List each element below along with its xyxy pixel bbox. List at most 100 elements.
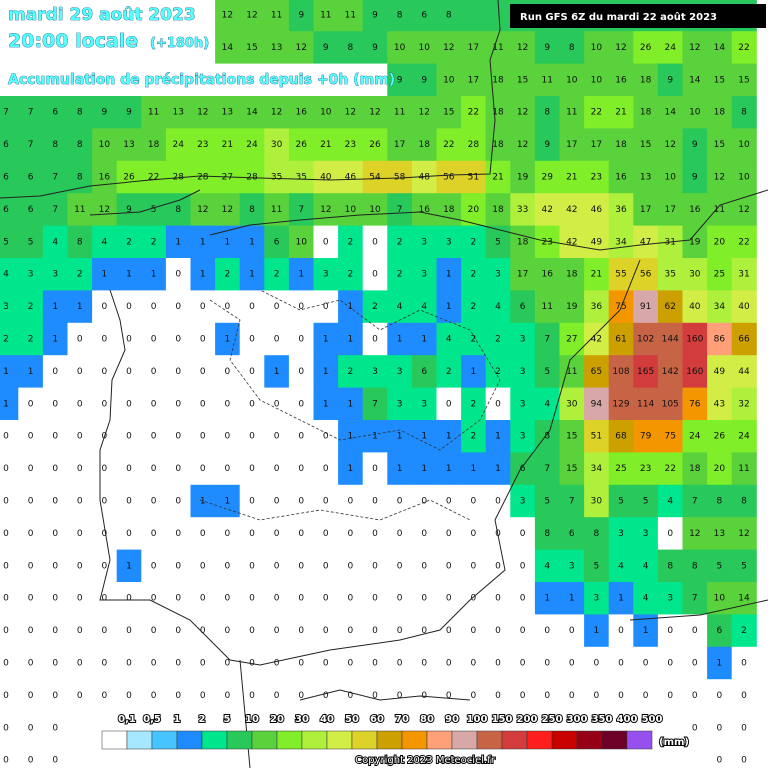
cell: [42, 290, 68, 324]
grid-value: 0: [471, 691, 477, 701]
grid-value: 0: [471, 561, 477, 571]
cell: [0, 517, 19, 551]
grid-value: 0: [151, 529, 157, 539]
cell: [42, 258, 68, 291]
grid-value: 1: [151, 270, 157, 280]
grid-value: 12: [689, 529, 700, 539]
grid-value: 3: [643, 529, 649, 539]
grid-value: 2: [471, 335, 477, 345]
cell: [731, 452, 757, 486]
grid-value: 10: [369, 205, 381, 215]
legend-swatch: [601, 730, 628, 750]
cell: [215, 193, 241, 227]
grid-value: 0: [200, 367, 206, 377]
cell: [92, 614, 118, 648]
cell: [67, 31, 93, 65]
grid-value: 0: [348, 691, 354, 701]
cell: [42, 646, 68, 680]
grid-value: 0: [52, 723, 58, 733]
grid-value: 0: [372, 335, 378, 345]
cell: [657, 63, 683, 97]
grid-value: 18: [714, 108, 726, 118]
cell: [190, 517, 216, 551]
grid-value: 1: [200, 270, 206, 280]
grid-value: 30: [566, 399, 578, 409]
cell: [42, 484, 68, 518]
grid-value: 1: [397, 335, 403, 345]
grid-value: 0: [200, 335, 206, 345]
legend-label: 70: [395, 714, 409, 725]
grid-value: 1: [421, 464, 427, 474]
grid-value: 16: [615, 75, 627, 85]
grid-value: 0: [274, 497, 280, 507]
cell: [215, 549, 241, 583]
grid-value: 17: [591, 140, 602, 150]
cell: [362, 646, 388, 680]
grid-value: 0: [102, 594, 108, 604]
cell: [338, 322, 364, 356]
cell: [0, 582, 19, 615]
cell: [18, 128, 44, 162]
grid-value: 0: [52, 367, 58, 377]
grid-value: 10: [320, 108, 332, 118]
cell: [92, 582, 118, 615]
grid-value: 1: [77, 302, 83, 312]
legend-label: 90: [445, 714, 459, 725]
cell: [633, 420, 659, 453]
cell: [707, 549, 733, 583]
grid-value: 7: [544, 335, 550, 345]
grid-value: 0: [471, 659, 477, 669]
grid-value: 0: [52, 756, 58, 766]
cell: [387, 420, 413, 453]
grid-value: 6: [520, 302, 526, 312]
cell: [362, 614, 388, 648]
grid-value: 0: [348, 561, 354, 571]
cell: [584, 322, 610, 356]
grid-value: 0: [667, 529, 673, 539]
grid-value: 25: [714, 270, 725, 280]
grid-value: 0: [397, 529, 403, 539]
grid-value: 4: [643, 561, 649, 571]
cell: [190, 484, 216, 518]
cell: [559, 258, 585, 291]
grid-value: 0: [372, 270, 378, 280]
grid-value: 12: [345, 108, 356, 118]
grid-value: 12: [517, 108, 528, 118]
grid-value: 11: [492, 43, 503, 53]
cell: [215, 582, 241, 615]
grid-value: 0: [520, 691, 526, 701]
grid-value: 18: [566, 270, 578, 280]
cell: [18, 517, 44, 551]
grid-value: 12: [689, 43, 700, 53]
grid-value: 0: [3, 497, 9, 507]
cell: [633, 387, 659, 421]
grid-value: 4: [544, 399, 550, 409]
cell: [288, 31, 314, 65]
cell: [682, 31, 708, 65]
cell: [18, 0, 44, 32]
grid-value: 0: [126, 367, 132, 377]
cell: [141, 484, 167, 518]
cell: [436, 128, 462, 162]
cell: [239, 193, 265, 227]
grid-value: 1: [495, 432, 501, 442]
cell: [534, 452, 560, 486]
grid-value: 22: [738, 237, 749, 247]
grid-value: 3: [397, 399, 403, 409]
grid-value: 23: [640, 464, 651, 474]
grid-value: 0: [397, 497, 403, 507]
legend-swatch: [351, 730, 378, 750]
grid-value: 12: [714, 173, 725, 183]
run-box: [510, 4, 766, 28]
cell: [190, 549, 216, 583]
grid-value: 18: [640, 108, 652, 118]
grid-value: 18: [492, 205, 504, 215]
grid-value: 0: [249, 626, 255, 636]
grid-value: 6: [569, 529, 575, 539]
grid-value: 0: [397, 561, 403, 571]
grid-value: 0: [28, 659, 34, 669]
grid-value: 51: [468, 173, 479, 183]
grid-value: 12: [369, 108, 380, 118]
grid-value: 0: [77, 367, 83, 377]
grid-value: 0: [446, 561, 452, 571]
